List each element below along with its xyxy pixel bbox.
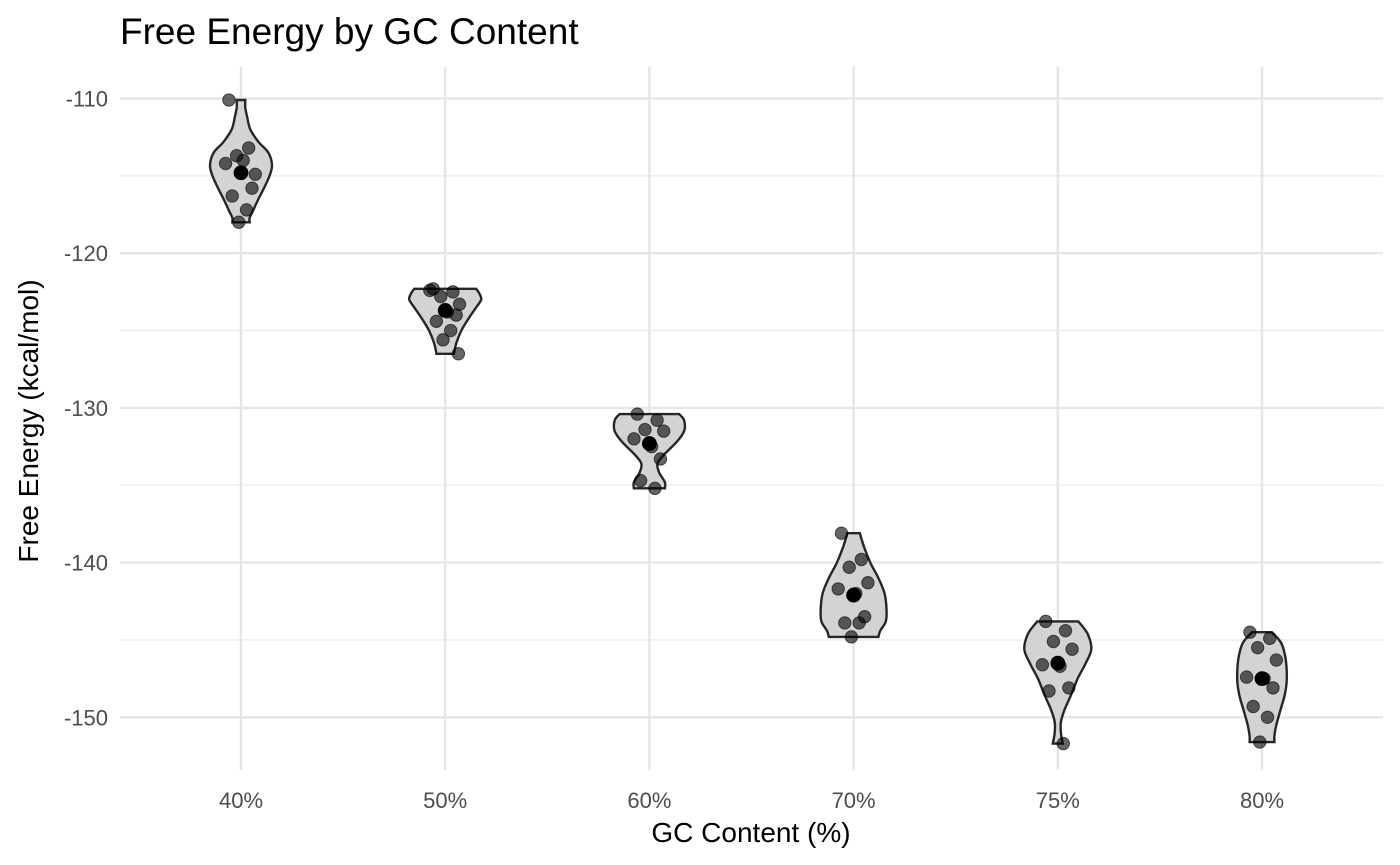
data-point xyxy=(446,285,460,299)
data-point xyxy=(451,347,466,361)
data-point xyxy=(1250,640,1265,655)
chart-title: Free Energy by GC Content xyxy=(120,11,579,52)
data-point xyxy=(844,630,859,644)
y-tick-label: -120 xyxy=(64,241,108,266)
data-point xyxy=(657,424,671,438)
data-point xyxy=(1266,681,1280,695)
data-point xyxy=(638,422,652,437)
x-tick-label: 70% xyxy=(832,788,876,813)
median-points xyxy=(233,165,1270,687)
data-point xyxy=(852,616,866,630)
x-tick-label: 40% xyxy=(219,788,263,813)
y-tick-label: -150 xyxy=(64,705,108,730)
data-point xyxy=(854,552,868,567)
median-point xyxy=(846,587,861,603)
data-point xyxy=(633,473,648,488)
data-point xyxy=(1065,642,1079,656)
data-points xyxy=(218,93,1284,751)
x-tick-label: 50% xyxy=(423,788,467,813)
data-point xyxy=(236,153,250,168)
data-point xyxy=(653,452,668,466)
violins xyxy=(208,98,1289,745)
data-point xyxy=(861,576,875,590)
major-gridlines xyxy=(120,67,1383,770)
data-point xyxy=(1062,681,1076,695)
data-point xyxy=(232,215,246,229)
median-point xyxy=(642,436,657,451)
data-point xyxy=(1269,653,1284,667)
violin-70pct xyxy=(819,532,888,639)
data-point xyxy=(630,407,644,421)
data-point xyxy=(1246,699,1260,714)
y-axis-tick-labels: -110 -120 -130 -140 -150 xyxy=(64,87,108,731)
median-point xyxy=(437,303,453,318)
data-point xyxy=(648,481,662,496)
data-point xyxy=(218,156,233,171)
y-axis-title: Free Energy (kcal/mol) xyxy=(13,279,44,562)
data-point xyxy=(222,93,236,107)
data-point xyxy=(1039,614,1053,629)
data-point xyxy=(423,283,437,298)
x-axis-title: GC Content (%) xyxy=(651,817,850,848)
data-point xyxy=(842,560,856,574)
minor-gridlines xyxy=(120,175,1383,641)
data-point xyxy=(1035,658,1050,672)
data-point xyxy=(831,582,845,596)
data-point xyxy=(627,432,641,446)
x-tick-label: 60% xyxy=(627,788,671,813)
y-tick-label: -110 xyxy=(66,87,108,112)
median-point xyxy=(1050,655,1066,671)
data-point xyxy=(225,189,239,203)
x-tick-label: 75% xyxy=(1036,788,1080,813)
data-point xyxy=(1042,684,1056,698)
y-tick-label: -140 xyxy=(64,551,108,576)
x-axis-tick-labels: 40% 50% 60% 70% 75% 80% xyxy=(219,788,1284,813)
data-point xyxy=(1253,735,1267,749)
data-point xyxy=(1243,625,1257,639)
data-point xyxy=(1046,634,1061,649)
data-point xyxy=(242,141,256,155)
data-point xyxy=(429,314,444,328)
data-point xyxy=(245,181,259,195)
data-point xyxy=(444,323,458,338)
data-point xyxy=(838,616,852,630)
data-point xyxy=(436,333,450,347)
median-point xyxy=(233,165,249,181)
data-point xyxy=(1260,710,1275,724)
x-tick-label: 80% xyxy=(1240,788,1284,813)
data-point xyxy=(1058,623,1073,638)
data-point xyxy=(650,413,664,427)
data-point xyxy=(1239,670,1254,684)
median-point xyxy=(1254,671,1270,687)
data-point xyxy=(434,289,448,304)
data-point xyxy=(1263,631,1277,646)
y-tick-label: -130 xyxy=(64,396,108,421)
data-point xyxy=(834,526,849,540)
data-point xyxy=(248,167,263,182)
data-point xyxy=(1056,736,1071,751)
data-point xyxy=(239,203,254,217)
